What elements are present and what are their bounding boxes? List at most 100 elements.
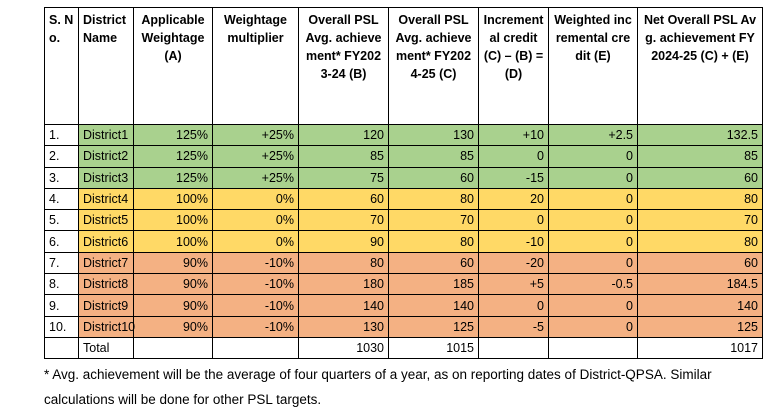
table-cell: 10.	[44, 315, 79, 338]
table-cell: 20	[478, 187, 549, 211]
table-cell: 60	[388, 166, 479, 189]
table-cell: +5	[478, 273, 549, 296]
table-cell: 0	[548, 294, 638, 317]
table-cell: 0	[548, 166, 638, 189]
table-cell: 80	[637, 187, 763, 211]
table-cell: 9.	[44, 294, 79, 317]
table-cell: 0%	[212, 209, 299, 232]
table-cell: 185	[388, 273, 479, 296]
table-cell: 130	[388, 123, 479, 147]
table-cell: District10	[78, 315, 135, 338]
empty-cell	[548, 336, 638, 360]
table-cell: 0%	[212, 230, 299, 253]
table-cell: 75	[298, 166, 389, 189]
table-row: 2. District2 125% +25% 85 85 0 0 85	[44, 145, 763, 168]
table-cell: 3.	[44, 166, 79, 189]
table-cell: District4	[78, 187, 134, 211]
table-cell: 125%	[133, 123, 213, 147]
table-cell: District6	[78, 230, 134, 253]
table-cell: 7.	[44, 251, 79, 275]
table-cell: 85	[298, 145, 389, 168]
table-cell: -10%	[212, 251, 299, 275]
table-cell: +25%	[212, 145, 299, 168]
table-cell: 90%	[133, 315, 213, 338]
table-cell: 184.5	[637, 273, 763, 296]
footnote: * Avg. achievement will be the average o…	[44, 367, 712, 407]
table-cell: 125	[388, 315, 479, 338]
empty-cell	[478, 336, 549, 360]
header-row: S. No. District Name Applicable Weightage …	[44, 7, 763, 125]
column-header: S. No.	[44, 7, 79, 125]
table-cell: 90	[298, 230, 389, 253]
table-cell: 70	[298, 209, 389, 232]
table-cell: 0	[478, 145, 549, 168]
table-cell: 125	[637, 315, 763, 338]
table-cell: 1.	[44, 123, 79, 147]
table-cell: +25%	[212, 166, 299, 189]
table-row: 9. District9 90% -10% 140 140 0 0 140	[44, 294, 763, 317]
total-cell: 1015	[388, 336, 479, 360]
table-cell: -10%	[212, 294, 299, 317]
column-header: Weightage multiplier	[212, 7, 299, 125]
table-row: 10. District10 90% -10% 130 125 -5 0 125	[44, 315, 763, 338]
table-cell: 80	[388, 187, 479, 211]
table-cell: 100%	[133, 209, 213, 232]
table-cell: 5.	[44, 209, 79, 232]
empty-cell	[133, 336, 213, 360]
table-cell: -10%	[212, 273, 299, 296]
table-cell: 0	[478, 294, 549, 317]
table-cell: 6.	[44, 230, 79, 253]
table-cell: 0	[478, 209, 549, 232]
table-cell: 120	[298, 123, 389, 147]
table-cell: +25%	[212, 123, 299, 147]
table-cell: 2.	[44, 145, 79, 168]
table-cell: 90%	[133, 251, 213, 275]
table-body: 1. District1 125% +25% 120 130 +10 +2.5 132.5 2. D…	[44, 123, 763, 360]
table-cell: 0	[548, 145, 638, 168]
table-cell: District5	[78, 209, 134, 232]
table-cell: -10	[478, 230, 549, 253]
table-row: 4. District4 100% 0% 60 80 20 0 80	[44, 187, 763, 211]
table-cell: 140	[637, 294, 763, 317]
table-cell: 70	[637, 209, 763, 232]
table-cell: 125%	[133, 166, 213, 189]
total-row: Total 1030 1015 1017	[44, 336, 763, 360]
table-cell: 130	[298, 315, 389, 338]
table-cell: 0	[548, 230, 638, 253]
table-cell: 60	[637, 166, 763, 189]
table-row: 6. District6 100% 0% 90 80 -10 0 80	[44, 230, 763, 253]
table-cell: 60	[637, 251, 763, 275]
total-cell: 1030	[298, 336, 389, 360]
table-cell: -0.5	[548, 273, 638, 296]
table-row: 1. District1 125% +25% 120 130 +10 +2.5 132.5	[44, 123, 763, 147]
table-cell: 100%	[133, 230, 213, 253]
table-cell: 100%	[133, 187, 213, 211]
table-cell: District1	[78, 123, 134, 147]
table-cell: 8.	[44, 273, 79, 296]
table-cell: 0	[548, 315, 638, 338]
table-cell: 80	[298, 251, 389, 275]
empty-cell	[44, 336, 79, 360]
table-cell: 0	[548, 251, 638, 275]
table-cell: 140	[388, 294, 479, 317]
table-cell: -20	[478, 251, 549, 275]
table-cell: 0	[548, 209, 638, 232]
table-cell: 80	[637, 230, 763, 253]
table-cell: 90%	[133, 294, 213, 317]
table-cell: 0	[548, 187, 638, 211]
table-cell: 125%	[133, 145, 213, 168]
table-cell: District8	[78, 273, 134, 296]
table-cell: District7	[78, 251, 134, 275]
table-cell: 132.5	[637, 123, 763, 147]
table-cell: -5	[478, 315, 549, 338]
table-cell: 70	[388, 209, 479, 232]
table-cell: District2	[78, 145, 134, 168]
column-header: Incremental credit (C) – (B) = (D)	[478, 7, 549, 125]
table-cell: 85	[388, 145, 479, 168]
empty-cell	[212, 336, 299, 360]
table-cell: 60	[298, 187, 389, 211]
total-label: Total	[78, 336, 134, 360]
table-cell: +10	[478, 123, 549, 147]
table-cell: 140	[298, 294, 389, 317]
